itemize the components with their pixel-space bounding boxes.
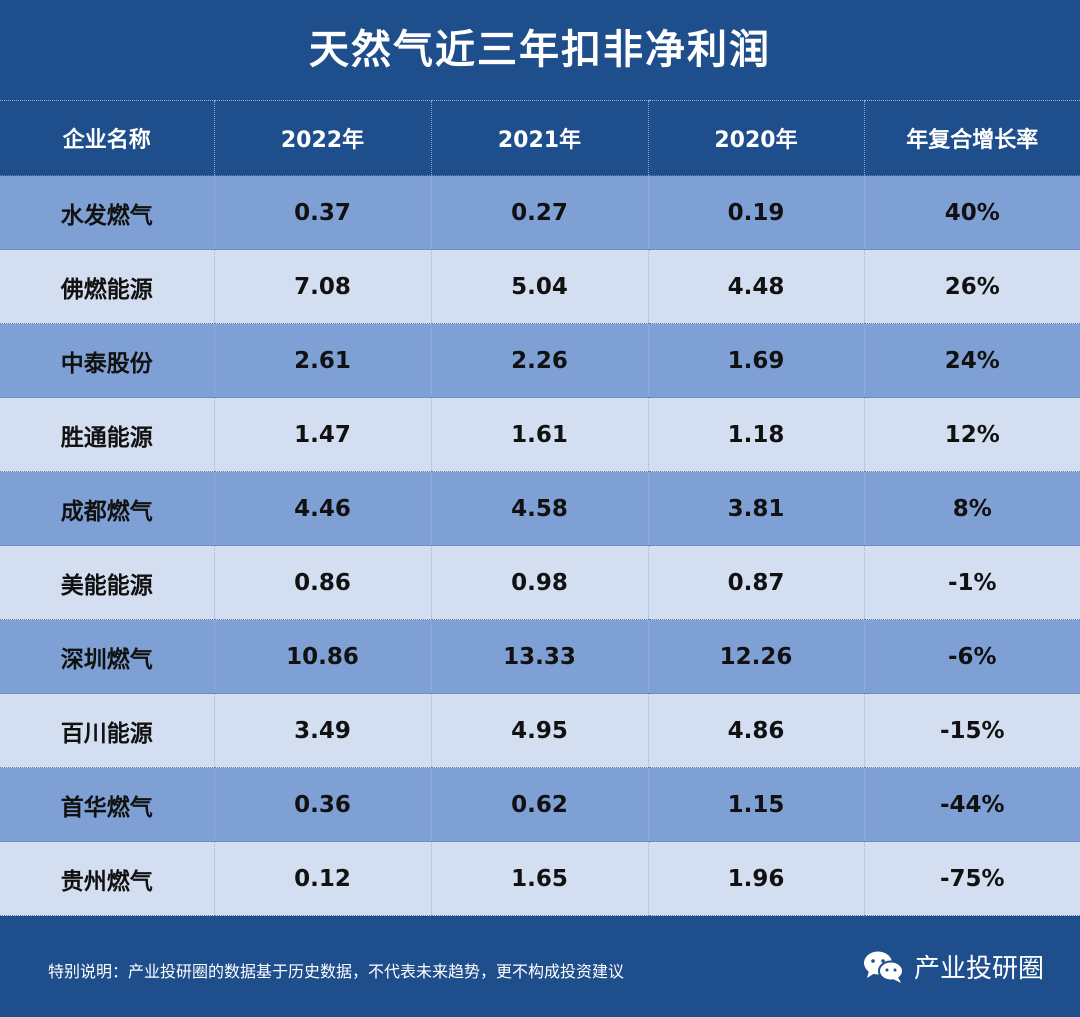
table-row: 贵州燃气 0.12 1.65 1.96 -75% <box>0 841 1080 916</box>
table-row: 首华燃气 0.36 0.62 1.15 -44% <box>0 767 1080 842</box>
profit-value-cell: 1.18 <box>647 397 864 472</box>
cagr-cell: 40% <box>863 175 1080 250</box>
profit-value-cell: 1.69 <box>647 323 864 398</box>
profit-value-cell: 7.08 <box>213 249 431 324</box>
company-name-cell: 胜通能源 <box>0 397 214 472</box>
profit-value-cell: 10.86 <box>213 619 431 694</box>
wechat-icon <box>863 951 904 983</box>
company-name-cell: 水发燃气 <box>0 175 214 250</box>
cagr-cell: -6% <box>863 619 1080 694</box>
brand: 产业投研圈 <box>862 948 1044 985</box>
profit-value-cell: 3.49 <box>213 693 431 768</box>
profit-value-cell: 4.46 <box>213 471 431 546</box>
profit-value-cell: 1.65 <box>430 841 648 916</box>
profit-value-cell: 0.86 <box>213 545 431 620</box>
profit-value-cell: 0.19 <box>647 175 864 250</box>
table-row: 成都燃气 4.46 4.58 3.81 8% <box>0 471 1080 546</box>
cagr-cell: -15% <box>863 693 1080 768</box>
profit-value-cell: 2.61 <box>213 323 431 398</box>
cagr-cell: -1% <box>863 545 1080 620</box>
cagr-cell: 26% <box>863 249 1080 324</box>
column-header: 年复合增长率 <box>863 100 1080 176</box>
table-row: 中泰股份 2.61 2.26 1.69 24% <box>0 323 1080 398</box>
profit-value-cell: 1.61 <box>430 397 648 472</box>
profit-value-cell: 0.98 <box>430 545 648 620</box>
cagr-cell: 12% <box>863 397 1080 472</box>
profit-value-cell: 3.81 <box>647 471 864 546</box>
profit-value-cell: 13.33 <box>430 619 648 694</box>
company-name-cell: 美能能源 <box>0 545 214 620</box>
profit-value-cell: 4.95 <box>430 693 648 768</box>
profit-value-cell: 1.96 <box>647 841 864 916</box>
company-name-cell: 中泰股份 <box>0 323 214 398</box>
table-row: 佛燃能源 7.08 5.04 4.48 26% <box>0 249 1080 324</box>
company-name-cell: 佛燃能源 <box>0 249 214 324</box>
cagr-cell: 8% <box>863 471 1080 546</box>
column-header: 2020年 <box>647 100 864 176</box>
profit-value-cell: 1.15 <box>647 767 864 842</box>
table-row: 水发燃气 0.37 0.27 0.19 40% <box>0 175 1080 250</box>
column-header: 2021年 <box>430 100 648 176</box>
company-name-cell: 百川能源 <box>0 693 214 768</box>
profit-value-cell: 12.26 <box>647 619 864 694</box>
company-name-cell: 首华燃气 <box>0 767 214 842</box>
company-name-cell: 深圳燃气 <box>0 619 214 694</box>
company-name-cell: 成都燃气 <box>0 471 214 546</box>
table-row: 胜通能源 1.47 1.61 1.18 12% <box>0 397 1080 472</box>
table-row: 深圳燃气 10.86 13.33 12.26 -6% <box>0 619 1080 694</box>
footer: 特别说明：产业投研圈的数据基于历史数据，不代表未来趋势，更不构成投资建议 产业投… <box>0 918 1080 1017</box>
column-header: 2022年 <box>213 100 431 176</box>
cagr-cell: -44% <box>863 767 1080 842</box>
profit-value-cell: 4.58 <box>430 471 648 546</box>
profit-value-cell: 0.12 <box>213 841 431 916</box>
brand-name: 产业投研圈 <box>913 954 1044 984</box>
profit-value-cell: 5.04 <box>430 249 648 324</box>
company-name-cell: 贵州燃气 <box>0 841 214 916</box>
profit-value-cell: 0.87 <box>647 545 864 620</box>
profit-value-cell: 2.26 <box>430 323 648 398</box>
profit-value-cell: 4.48 <box>647 249 864 324</box>
profit-value-cell: 0.27 <box>430 175 648 250</box>
header-row: 企业名称 2022年 2021年 2020年 年复合增长率 <box>0 100 1080 176</box>
profit-value-cell: 0.36 <box>213 767 431 842</box>
column-header: 企业名称 <box>0 100 214 176</box>
profit-value-cell: 0.62 <box>430 767 648 842</box>
table-row: 百川能源 3.49 4.95 4.86 -15% <box>0 693 1080 768</box>
data-table: 企业名称 2022年 2021年 2020年 年复合增长率 水发燃气 0.37 0.… <box>0 100 1080 916</box>
disclaimer-note: 特别说明：产业投研圈的数据基于历史数据，不代表未来趋势，更不构成投资建议 <box>48 962 625 981</box>
cagr-cell: 24% <box>863 323 1080 398</box>
profit-value-cell: 1.47 <box>213 397 431 472</box>
profit-value-cell: 4.86 <box>647 693 864 768</box>
cagr-cell: -75% <box>863 841 1080 916</box>
profit-value-cell: 0.37 <box>213 175 431 250</box>
page-title: 天然气近三年扣非净利润 <box>309 27 771 73</box>
table-row: 美能能源 0.86 0.98 0.87 -1% <box>0 545 1080 620</box>
